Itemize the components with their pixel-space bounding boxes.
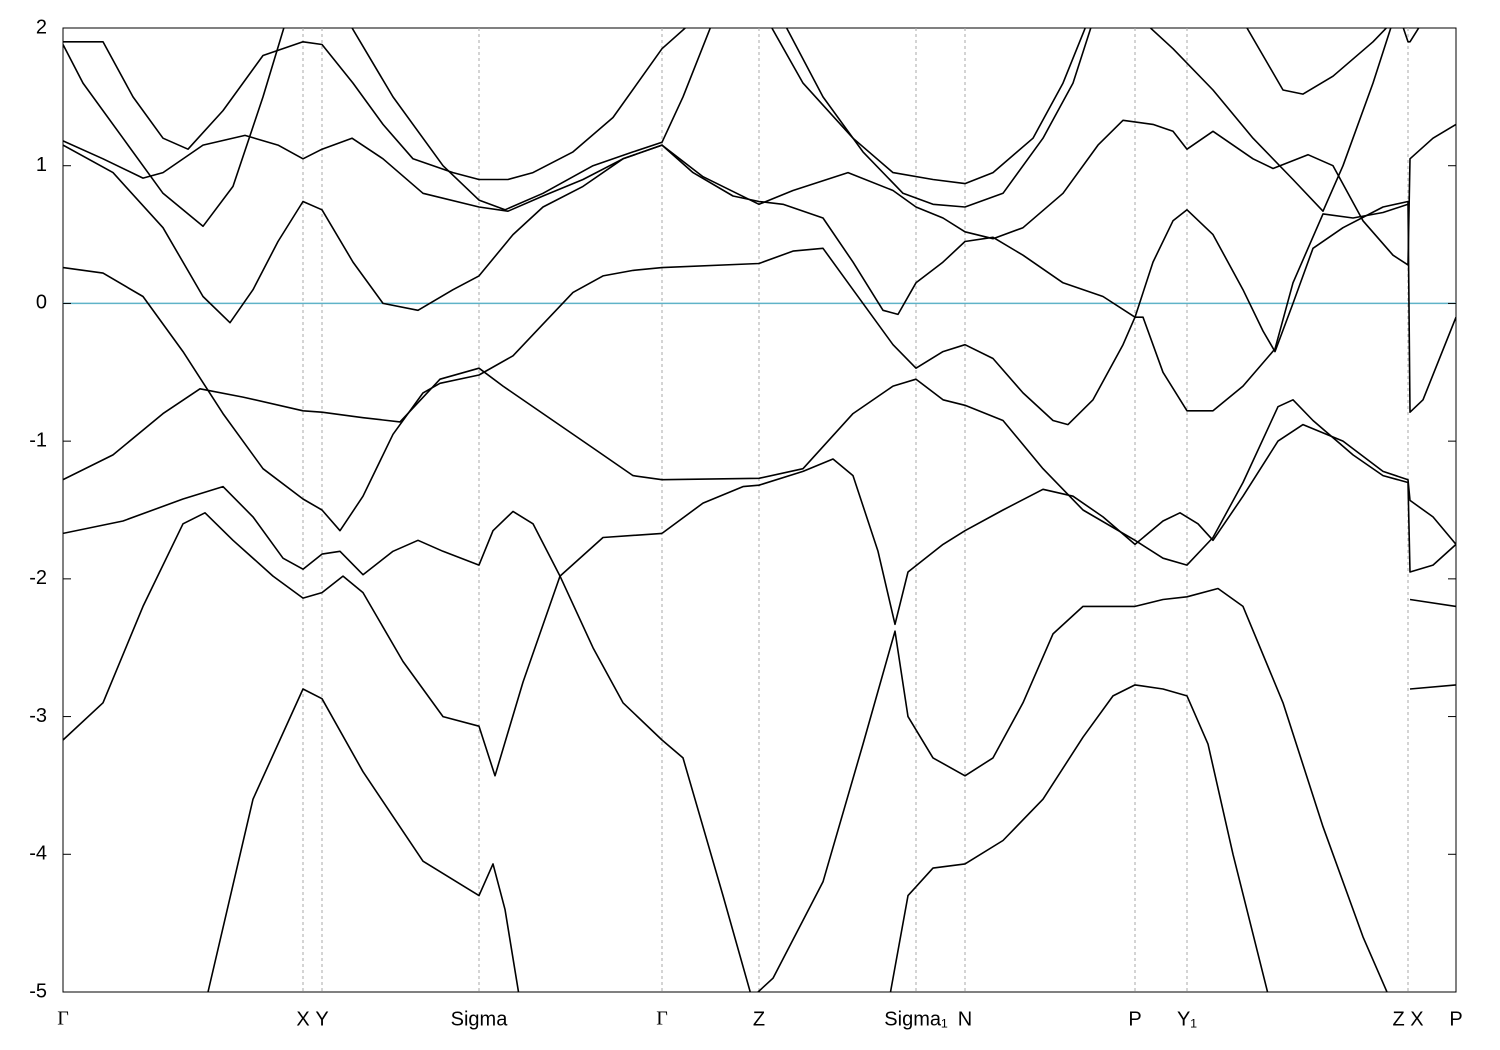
band-line bbox=[63, 367, 663, 481]
band-line bbox=[661, 423, 1456, 626]
band-line bbox=[1402, 28, 1420, 43]
band-line bbox=[1149, 28, 1392, 212]
x-tick-label: Y₁ bbox=[1177, 1008, 1197, 1030]
y-tick-label: -5 bbox=[29, 980, 47, 1002]
y-tick-label: 2 bbox=[36, 16, 47, 38]
band-line bbox=[63, 28, 687, 181]
band-line bbox=[889, 684, 1269, 992]
y-tick-label: 0 bbox=[36, 292, 47, 314]
x-tick-label: X bbox=[296, 1008, 309, 1030]
band-line bbox=[770, 28, 1087, 185]
band-line bbox=[63, 200, 1456, 532]
x-tick-label: Sigma₁ bbox=[884, 1008, 948, 1030]
plot-area bbox=[63, 28, 1456, 992]
band-line bbox=[63, 28, 285, 228]
band-line bbox=[351, 28, 712, 211]
x-tick-label: P bbox=[1449, 1008, 1462, 1030]
band-line bbox=[63, 119, 1456, 266]
band-line bbox=[756, 587, 1388, 992]
x-tick-label: Z bbox=[753, 1008, 765, 1030]
band-line bbox=[63, 511, 663, 777]
band-line bbox=[63, 144, 1409, 412]
band-line bbox=[207, 688, 520, 992]
band-line bbox=[1246, 28, 1388, 95]
x-tick-label: P bbox=[1128, 1008, 1141, 1030]
x-tick-label: Sigma bbox=[451, 1008, 509, 1030]
band-line bbox=[785, 28, 1092, 208]
x-tick-label: N bbox=[958, 1008, 972, 1030]
x-tick-label: Z X bbox=[1392, 1008, 1423, 1030]
band-line bbox=[661, 378, 1456, 573]
x-tick-label: Γ bbox=[57, 1008, 69, 1030]
y-tick-label: -1 bbox=[29, 429, 47, 451]
y-tick-label: -3 bbox=[29, 705, 47, 727]
band-line bbox=[1409, 684, 1456, 690]
band-line bbox=[63, 485, 752, 992]
band-line bbox=[1409, 598, 1456, 608]
y-tick-label: -4 bbox=[29, 843, 47, 865]
y-tick-label: -2 bbox=[29, 567, 47, 589]
x-tick-label: Γ bbox=[656, 1008, 668, 1030]
y-tick-label: 1 bbox=[36, 154, 47, 176]
x-tick-label: Y bbox=[315, 1008, 328, 1030]
